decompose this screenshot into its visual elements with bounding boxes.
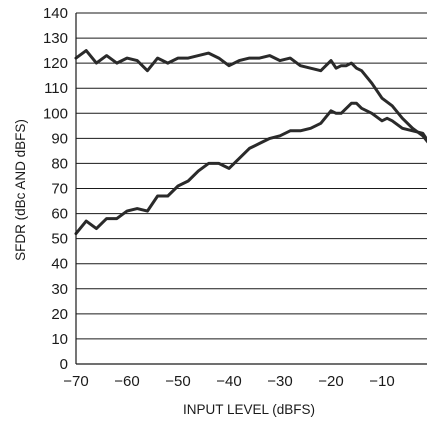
x-tick-label: −70 <box>63 373 88 390</box>
y-tick-label: 70 <box>51 181 68 198</box>
y-tick-label: 20 <box>51 306 68 323</box>
y-tick-label: 0 <box>60 356 68 373</box>
x-tick-label: −60 <box>114 373 139 390</box>
y-tick-label: 90 <box>51 130 68 147</box>
y-tick-labels: 0 10 20 30 40 50 60 70 80 90 100 110 120 130 140 <box>43 5 68 373</box>
y-tick-label: 30 <box>51 281 68 298</box>
y-tick-label: 120 <box>43 55 68 72</box>
series-lines <box>74 49 427 236</box>
x-tick-label: −10 <box>369 373 394 390</box>
y-tick-label: 140 <box>43 5 68 22</box>
gridlines <box>76 12 427 340</box>
x-tick-label: −40 <box>216 373 241 390</box>
y-tick-label: 10 <box>51 331 68 348</box>
y-tick-label: 130 <box>43 30 68 47</box>
plot-frame <box>75 13 427 365</box>
y-tick-label: 100 <box>43 105 68 122</box>
series-line-1 <box>74 49 427 144</box>
series-line-2 <box>74 101 427 236</box>
x-tick-label: −20 <box>318 373 343 390</box>
y-tick-label: 60 <box>51 206 68 223</box>
x-tick-label: −30 <box>267 373 292 390</box>
y-tick-label: 50 <box>51 231 68 248</box>
x-tick-labels: −70−60−50−40−30−20−100 <box>63 373 394 390</box>
x-tick-label: −50 <box>165 373 190 390</box>
y-tick-label: 110 <box>44 80 68 97</box>
y-axis-title: SFDR (dBc AND dBFS) <box>13 119 28 261</box>
x-axis-title: INPUT LEVEL (dBFS) <box>183 402 315 417</box>
y-tick-label: 40 <box>51 256 68 273</box>
y-tick-label: 80 <box>51 155 68 172</box>
